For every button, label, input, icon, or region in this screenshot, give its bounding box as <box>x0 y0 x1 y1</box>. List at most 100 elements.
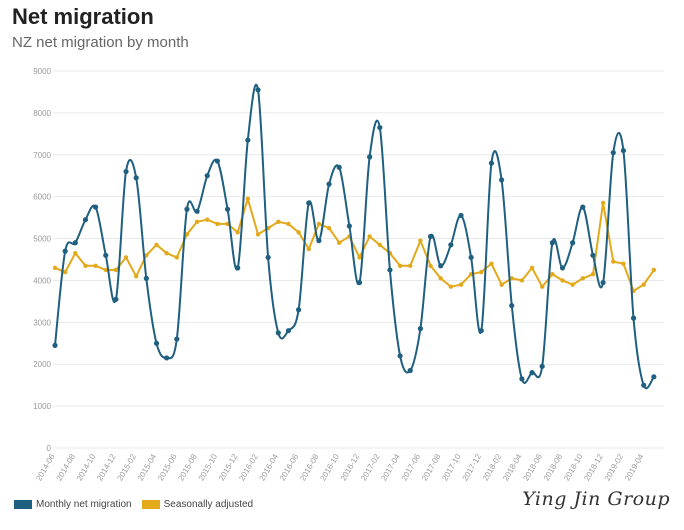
chart-legend: Monthly net migration Seasonally adjuste… <box>14 499 253 510</box>
y-tick-label: 1000 <box>33 402 51 411</box>
legend-swatch-monthly <box>14 500 32 509</box>
y-tick-label: 5000 <box>33 235 51 244</box>
legend-label-monthly: Monthly net migration <box>36 499 132 510</box>
data-point-seasonal <box>580 276 585 281</box>
data-point-monthly <box>417 326 423 332</box>
data-point-seasonal <box>611 259 616 264</box>
data-point-seasonal <box>418 238 423 243</box>
data-point-monthly <box>407 367 413 374</box>
data-point-monthly <box>184 206 190 212</box>
data-point-seasonal <box>509 276 514 281</box>
legend-item-seasonal[interactable]: Seasonally adjusted <box>141 499 254 510</box>
data-point-seasonal <box>184 232 190 237</box>
data-point-monthly <box>326 181 332 187</box>
data-point-seasonal <box>215 221 220 227</box>
data-point-seasonal <box>560 278 565 283</box>
data-point-monthly <box>539 363 545 369</box>
data-point-seasonal <box>570 282 575 287</box>
data-point-monthly <box>468 254 474 261</box>
data-point-monthly <box>387 267 393 273</box>
data-point-seasonal <box>367 234 372 239</box>
data-point-monthly <box>529 370 535 376</box>
data-point-seasonal <box>134 274 139 279</box>
data-point-monthly <box>559 265 566 271</box>
data-point-monthly <box>265 254 271 261</box>
data-point-seasonal <box>590 271 596 277</box>
data-point-monthly <box>458 212 464 219</box>
watermark-logo: Ying Jin Group <box>522 488 670 510</box>
legend-item-monthly[interactable]: Monthly net migration <box>14 499 132 510</box>
data-point-monthly <box>143 275 149 281</box>
data-point-seasonal <box>651 267 657 273</box>
data-point-seasonal <box>519 278 525 283</box>
data-point-seasonal <box>428 263 433 268</box>
y-tick-label: 8000 <box>33 109 51 118</box>
data-point-monthly <box>52 342 58 348</box>
data-point-seasonal <box>479 269 484 275</box>
data-point-seasonal <box>62 269 68 275</box>
data-point-monthly <box>113 296 119 302</box>
data-point-monthly <box>600 279 606 286</box>
data-point-monthly <box>356 279 363 286</box>
data-point-monthly <box>570 240 576 246</box>
data-point-seasonal <box>154 242 159 248</box>
data-point-monthly <box>499 177 505 183</box>
data-point-monthly <box>519 376 525 382</box>
legend-swatch-seasonal <box>141 500 160 509</box>
y-tick-label: 9000 <box>33 67 51 76</box>
data-point-monthly <box>123 168 129 175</box>
data-point-seasonal <box>194 219 200 224</box>
y-tick-label: 2000 <box>33 360 51 369</box>
legend-label-seasonal: Seasonally adjusted <box>163 499 254 510</box>
data-point-seasonal <box>621 261 626 266</box>
data-point-seasonal <box>286 221 291 227</box>
data-point-seasonal <box>489 261 494 266</box>
data-point-monthly <box>346 223 352 229</box>
series-line-monthly <box>54 83 655 390</box>
data-point-seasonal <box>337 240 342 245</box>
data-point-monthly <box>255 87 261 93</box>
data-point-monthly <box>296 307 302 313</box>
data-point-monthly <box>204 173 210 179</box>
data-point-seasonal <box>499 282 504 287</box>
data-point-seasonal <box>235 230 240 235</box>
data-point-monthly <box>72 240 78 246</box>
data-point-monthly <box>245 137 251 143</box>
data-point-monthly <box>367 154 373 160</box>
data-point-monthly <box>488 160 495 166</box>
y-tick-label: 4000 <box>33 276 51 285</box>
data-point-monthly <box>448 242 454 248</box>
data-point-seasonal <box>357 255 362 260</box>
y-tick-label: 7000 <box>33 151 51 160</box>
data-point-seasonal <box>113 267 119 273</box>
data-point-monthly <box>82 217 89 223</box>
data-point-monthly <box>580 204 586 210</box>
data-point-monthly <box>478 328 484 334</box>
data-point-seasonal <box>144 253 149 258</box>
data-point-seasonal <box>123 255 129 260</box>
data-point-monthly <box>214 158 220 164</box>
data-point-monthly <box>590 252 596 258</box>
data-point-seasonal <box>245 196 251 201</box>
data-point-monthly <box>285 328 292 334</box>
data-point-seasonal <box>326 225 332 231</box>
data-point-monthly <box>306 200 312 206</box>
data-point-seasonal <box>52 265 58 271</box>
data-point-monthly <box>377 124 383 131</box>
data-point-seasonal <box>540 284 545 289</box>
y-tick-label: 3000 <box>33 318 51 327</box>
y-tick-label: 6000 <box>33 193 51 202</box>
chart-title: Net migration <box>12 4 154 29</box>
data-point-monthly <box>438 263 444 269</box>
data-point-monthly <box>509 302 515 309</box>
data-point-monthly <box>610 150 616 156</box>
data-point-monthly <box>153 340 160 346</box>
data-point-monthly <box>651 374 657 380</box>
data-point-seasonal <box>174 255 179 260</box>
data-point-monthly <box>164 355 170 361</box>
data-point-monthly <box>641 382 647 388</box>
data-point-seasonal <box>377 242 382 248</box>
data-point-seasonal <box>276 219 281 224</box>
data-point-seasonal <box>458 282 464 287</box>
